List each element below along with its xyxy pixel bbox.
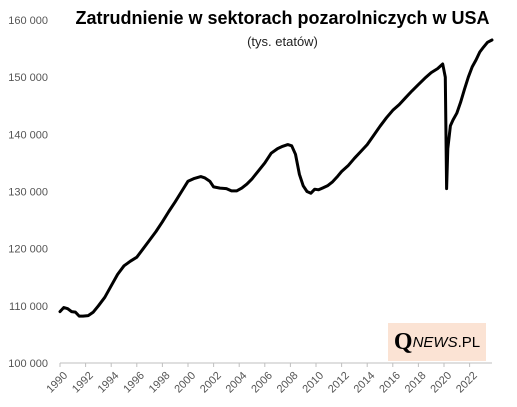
- x-tick-label: 2012: [326, 370, 352, 396]
- x-axis: 1990 1992 1994 1996 1998 2000 2002 2004 2006 2008…: [44, 362, 492, 396]
- y-tick-label: 110 000: [9, 301, 48, 313]
- series-layer: [58, 38, 494, 318]
- x-tick-label: 2018: [403, 370, 429, 396]
- y-tick-label: 160 000: [8, 15, 48, 27]
- x-tick-label: 2002: [198, 370, 224, 396]
- logo-word: NEWS: [412, 333, 458, 351]
- x-tick-label: 2008: [275, 370, 301, 396]
- y-tick-label: 120 000: [8, 244, 48, 256]
- x-tick-label: 2004: [224, 370, 250, 396]
- x-tick-label: 2014: [352, 370, 378, 396]
- x-tick-label: 1996: [121, 370, 147, 396]
- y-tick-label: 150 000: [8, 72, 48, 84]
- x-tick-label: 2022: [454, 370, 480, 396]
- logo-letter: Q: [393, 328, 413, 355]
- qnews-logo: Q NEWS .PL: [388, 323, 486, 361]
- x-tick-label: 1998: [147, 370, 173, 396]
- series-line: [58, 38, 494, 318]
- x-tick-label: 2010: [300, 370, 326, 396]
- x-tick-label: 1992: [70, 370, 96, 396]
- x-tick-label: 2020: [428, 370, 454, 396]
- chart-subtitle: (tys. etatów): [247, 34, 318, 49]
- logo-suffix: .PL: [457, 333, 481, 351]
- x-tick-label: 2016: [377, 370, 403, 396]
- x-tick-label: 1990: [44, 370, 70, 396]
- y-axis: 100 000 110 000 120 000 130 000 140 000 150 0…: [8, 15, 48, 370]
- x-tick-label: 1994: [96, 370, 122, 396]
- y-tick-label: 130 000: [8, 187, 48, 199]
- x-tick-label: 2000: [172, 370, 198, 396]
- y-tick-label: 100 000: [8, 358, 48, 370]
- y-tick-label: 140 000: [8, 129, 48, 141]
- x-tick-label: 2006: [249, 370, 275, 396]
- chart-title: Zatrudnienie w sektorach pozarolniczych …: [75, 8, 490, 28]
